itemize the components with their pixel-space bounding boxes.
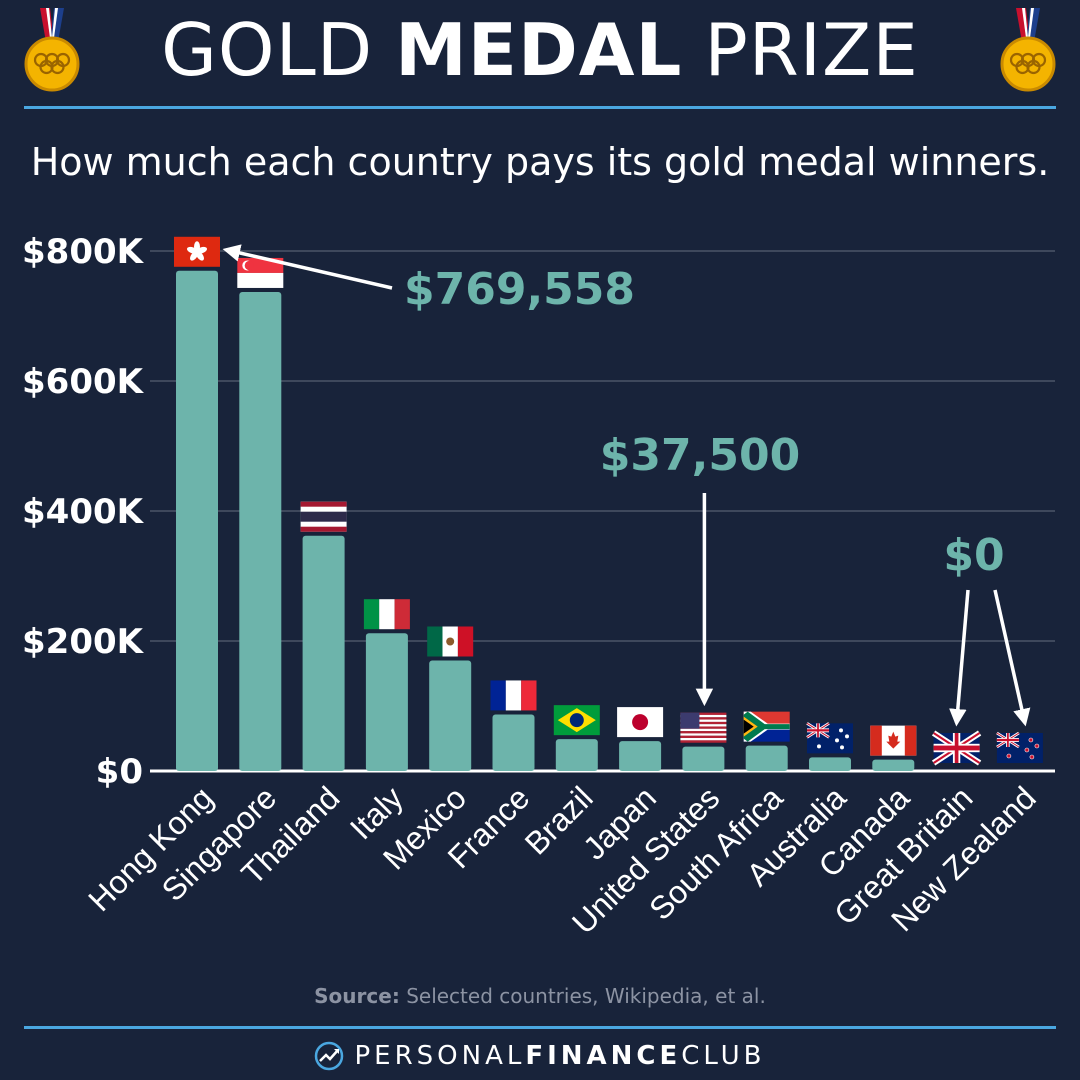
bar-brazil: [555, 739, 598, 771]
bar-australia: [809, 757, 851, 771]
y-tick-label: $800K: [22, 232, 145, 272]
y-tick-label: $0: [96, 752, 143, 792]
mexico-flag-icon: [427, 626, 474, 657]
annotation-label: $0: [943, 530, 1004, 581]
annotation-label: $37,500: [600, 430, 800, 481]
australia-flag-icon: [806, 722, 853, 754]
bar-chart: $0$200K$400K$600K$800K Hong KongSingapor…: [22, 232, 1055, 941]
bar-canada: [872, 759, 915, 771]
france-flag-icon: [490, 680, 537, 711]
japan-flag-icon: [617, 707, 664, 738]
bar-japan: [619, 741, 662, 771]
gold-medal-icon-left: [24, 8, 80, 92]
subtitle: How much each country pays its gold meda…: [30, 140, 1050, 184]
bar-hong-kong: [176, 270, 218, 771]
top-divider: [24, 106, 1056, 109]
great-britain-flag-icon: [931, 730, 982, 766]
bottom-divider: [24, 1026, 1056, 1029]
annotation-arrow-great-britain: [949, 589, 970, 727]
y-tick-label: $200K: [22, 622, 145, 662]
bar-united-states: [682, 746, 725, 771]
title-medal: MEDAL: [395, 8, 683, 92]
brand-personal: PERSONAL: [354, 1041, 526, 1071]
source-note: Source: Selected countries, Wikipedia, e…: [0, 984, 1080, 1008]
bar-south-africa: [745, 745, 788, 771]
bar-thailand: [302, 535, 345, 771]
south-africa-flag-icon: [743, 711, 790, 742]
bar-mexico: [429, 660, 472, 771]
annotation-arrow-new-zealand: [993, 589, 1031, 727]
united-states-flag-icon: [680, 712, 727, 743]
bar-france: [492, 714, 535, 771]
bar-italy: [365, 633, 408, 771]
brazil-flag-icon: [553, 705, 600, 736]
canada-flag-icon: [870, 725, 917, 756]
italy-flag-icon: [363, 599, 410, 630]
new-zealand-flag-icon: [996, 731, 1043, 763]
trend-logo-icon: [315, 1041, 344, 1071]
y-tick-label: $600K: [22, 362, 145, 402]
source-label: Source:: [314, 984, 400, 1008]
gold-medal-icon-right: [1000, 8, 1056, 92]
bar-singapore: [239, 291, 282, 771]
page-title: GOLD MEDAL PRIZE: [0, 0, 1080, 100]
brand-finance: FINANCE: [525, 1041, 682, 1071]
source-text: Selected countries, Wikipedia, et al.: [406, 984, 766, 1008]
title-prize: PRIZE: [704, 8, 919, 92]
hong-kong-flag-icon: [174, 236, 220, 267]
title-gold: GOLD: [161, 8, 374, 92]
brand-footer: PERSONAL FINANCE CLUB: [0, 1036, 1080, 1076]
annotation-label: $769,558: [404, 264, 635, 315]
brand-club: CLUB: [681, 1041, 766, 1071]
thailand-flag-icon: [300, 501, 347, 532]
annotation-arrow-hong-kong: [222, 244, 393, 290]
y-tick-label: $400K: [22, 492, 145, 532]
